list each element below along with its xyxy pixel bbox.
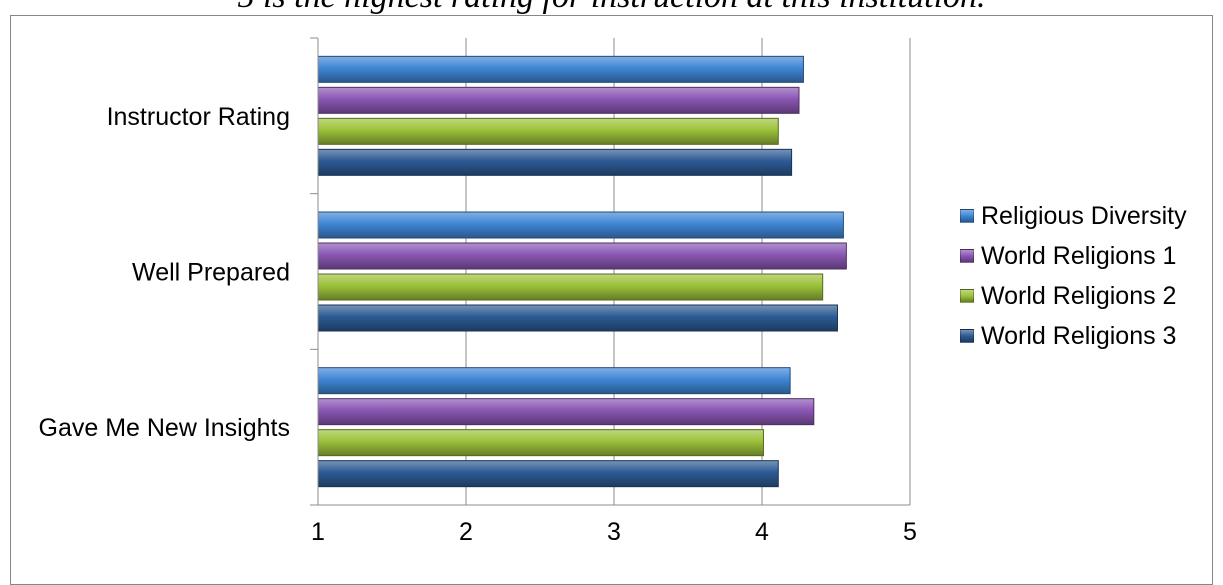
legend-swatch: [960, 289, 974, 303]
bar: [317, 86, 800, 114]
bar: [317, 429, 764, 457]
bar: [317, 55, 804, 83]
chart-caption: 5 is the highest rating for instruction …: [0, 0, 1223, 16]
bar: [317, 460, 779, 488]
x-tick-label: 5: [903, 518, 917, 546]
bar: [317, 148, 793, 176]
legend-label: World Religions 1: [981, 241, 1177, 270]
bar: [317, 242, 847, 270]
category-label: Gave Me New Insights: [39, 414, 291, 442]
bar-chart: 1 2 3 4 5 Instructor Rating Well Prepared Gave …: [39, 37, 917, 546]
category-label: Instructor Rating: [107, 103, 290, 131]
bar: [317, 367, 791, 395]
legend-label: World Religions 3: [981, 321, 1177, 350]
legend-swatch: [960, 209, 974, 223]
bars: [317, 55, 847, 488]
bar: [317, 117, 779, 145]
legend-item: Religious Diversity: [960, 196, 1187, 236]
bar: [317, 273, 824, 301]
legend-item: World Religions 1: [960, 236, 1187, 276]
legend-item: World Religions 2: [960, 276, 1187, 316]
category-label: Well Prepared: [132, 259, 290, 287]
legend-label: World Religions 2: [981, 281, 1177, 310]
legend-swatch: [960, 249, 974, 263]
legend-item: World Religions 3: [960, 316, 1187, 356]
legend: Religious Diversity World Religions 1 Worl…: [960, 196, 1187, 356]
legend-label: Religious Diversity: [981, 201, 1187, 230]
x-tick-label: 2: [459, 518, 473, 546]
x-tick-label: 1: [311, 518, 325, 546]
axes: 1 2 3 4 5 Instructor Rating Well Prepared Gave …: [39, 37, 917, 546]
bar: [317, 304, 838, 332]
x-tick-label: 4: [755, 518, 769, 546]
x-tick-label: 3: [607, 518, 621, 546]
bar: [317, 398, 815, 426]
legend-swatch: [960, 329, 974, 343]
bar: [317, 211, 844, 239]
